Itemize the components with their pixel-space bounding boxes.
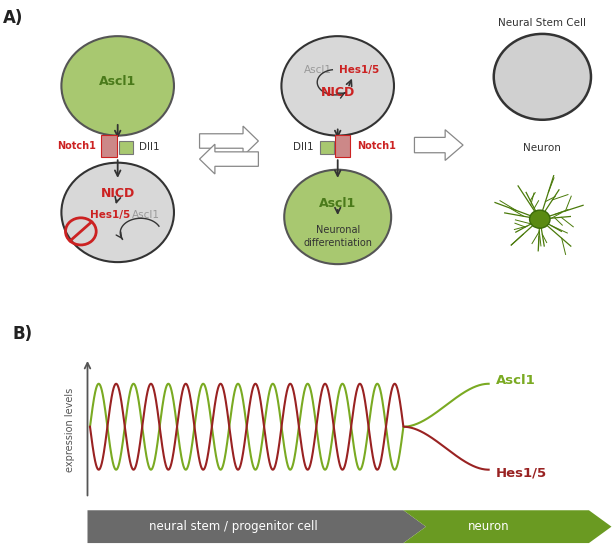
Polygon shape xyxy=(403,510,612,543)
Text: Neural Stem Cell: Neural Stem Cell xyxy=(499,18,586,28)
Text: A): A) xyxy=(2,9,23,27)
Text: Ascl1: Ascl1 xyxy=(496,374,536,387)
Text: Notch1: Notch1 xyxy=(57,141,96,151)
Circle shape xyxy=(61,36,174,135)
Text: Neuronal: Neuronal xyxy=(316,225,360,235)
FancyBboxPatch shape xyxy=(320,141,334,154)
FancyBboxPatch shape xyxy=(119,141,133,154)
Text: Hes1/5: Hes1/5 xyxy=(339,65,379,75)
Text: B): B) xyxy=(12,325,33,344)
Text: Hes1/5: Hes1/5 xyxy=(90,210,130,220)
Text: expression levels: expression levels xyxy=(65,387,75,472)
Text: Ascl1: Ascl1 xyxy=(132,210,160,220)
Text: Dll1: Dll1 xyxy=(292,142,313,152)
Circle shape xyxy=(530,210,550,228)
Text: Ascl1: Ascl1 xyxy=(319,197,356,210)
Text: Notch1: Notch1 xyxy=(357,141,396,151)
Text: Ascl1: Ascl1 xyxy=(305,65,332,75)
Text: NICD: NICD xyxy=(321,86,355,99)
Circle shape xyxy=(281,36,394,135)
Text: neural stem / progenitor cell: neural stem / progenitor cell xyxy=(149,520,317,533)
Polygon shape xyxy=(88,510,426,543)
Polygon shape xyxy=(200,144,258,174)
Circle shape xyxy=(61,163,174,262)
FancyBboxPatch shape xyxy=(335,135,351,157)
Text: Ascl1: Ascl1 xyxy=(99,75,136,88)
Text: NICD: NICD xyxy=(101,187,135,200)
Text: Dll1: Dll1 xyxy=(139,142,160,152)
Circle shape xyxy=(284,170,391,264)
Polygon shape xyxy=(200,126,258,156)
FancyBboxPatch shape xyxy=(101,135,117,157)
Text: Hes1/5: Hes1/5 xyxy=(496,466,547,479)
Polygon shape xyxy=(414,130,463,160)
Circle shape xyxy=(494,34,591,120)
Text: differentiation: differentiation xyxy=(303,238,372,248)
Text: Neuron: Neuron xyxy=(523,143,561,153)
Text: neuron: neuron xyxy=(468,520,510,533)
